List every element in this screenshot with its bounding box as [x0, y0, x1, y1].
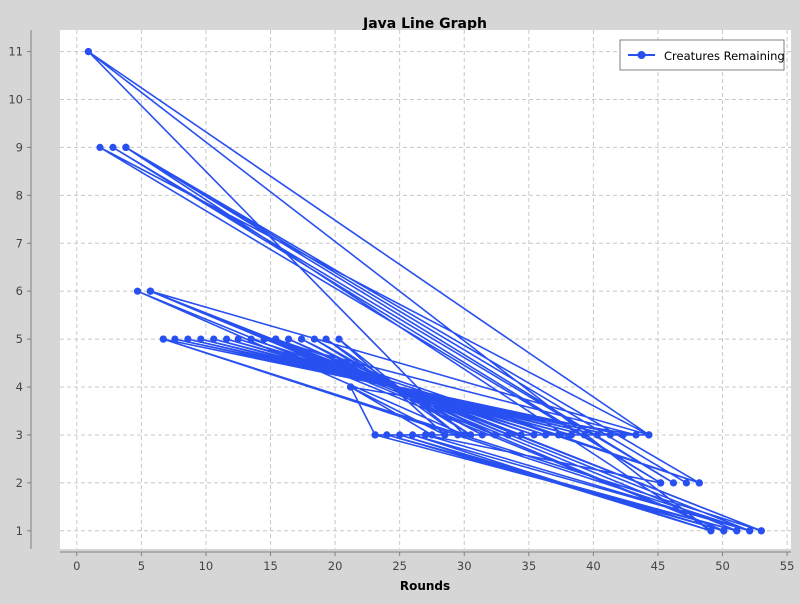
x-tick-label: 30: [457, 559, 472, 573]
data-point: [567, 431, 576, 439]
chart-title: Java Line Graph: [362, 16, 487, 32]
data-point: [210, 335, 218, 343]
series-0: [84, 48, 765, 535]
x-tick-label: 20: [328, 559, 343, 573]
x-tick-label: 50: [715, 559, 730, 573]
data-point: [746, 527, 754, 535]
data-point: [234, 335, 242, 343]
legend-marker-swatch: [637, 51, 646, 59]
x-tick-label: 0: [73, 559, 80, 573]
data-point: [171, 335, 179, 343]
data-point: [335, 335, 343, 343]
data-point: [530, 431, 538, 439]
data-point: [409, 431, 417, 439]
y-tick-label: 4: [16, 380, 23, 394]
data-point: [619, 431, 627, 439]
y-tick-label: 10: [8, 92, 23, 106]
y-tick-label: 11: [8, 45, 23, 59]
data-point: [247, 335, 255, 343]
data-point: [593, 431, 601, 439]
data-point: [322, 335, 330, 343]
data-point: [347, 383, 355, 391]
data-point: [657, 479, 665, 487]
data-point: [733, 527, 741, 535]
data-point: [645, 431, 653, 439]
data-point: [478, 431, 486, 439]
data-point: [632, 431, 640, 439]
plot-area: [60, 30, 791, 549]
x-ticks: 0 5 10 15 20 25 30 35 40 45 50 55: [73, 552, 794, 573]
data-point: [109, 143, 117, 151]
series-line: [87, 50, 763, 532]
data-point: [580, 431, 589, 439]
data-point: [421, 431, 430, 439]
data-point: [159, 335, 167, 343]
x-tick-label: 10: [199, 559, 214, 573]
data-point: [504, 431, 512, 439]
data-point: [606, 431, 614, 439]
x-tick-label: 15: [263, 559, 278, 573]
series-layer: [84, 48, 765, 535]
data-point: [197, 335, 205, 343]
data-point: [554, 431, 563, 439]
data-point: [491, 431, 499, 439]
data-point: [272, 335, 280, 343]
x-tick-label: 45: [651, 559, 666, 573]
y-tick-label: 7: [16, 236, 23, 250]
y-ticks: 1 2 3 4 5 6 7 8 9 10 11: [8, 45, 31, 538]
data-point: [285, 335, 293, 343]
data-point: [517, 431, 525, 439]
data-point: [441, 431, 449, 439]
x-tick-label: 35: [522, 559, 537, 573]
y-tick-label: 3: [16, 428, 23, 442]
y-tick-label: 8: [16, 188, 23, 202]
data-point: [383, 431, 391, 439]
data-point: [371, 431, 379, 439]
data-point: [96, 143, 104, 151]
data-point: [297, 335, 306, 343]
data-point: [84, 48, 92, 56]
x-axis-label: Rounds: [400, 579, 450, 593]
data-point: [310, 335, 318, 343]
axes: [30, 30, 791, 553]
data-point: [396, 431, 404, 439]
data-point: [133, 287, 142, 295]
data-point: [669, 479, 678, 487]
data-point: [454, 431, 462, 439]
data-point: [695, 479, 703, 487]
data-point: [460, 431, 468, 439]
y-tick-label: 9: [16, 140, 23, 154]
data-point: [542, 431, 550, 439]
data-point: [122, 143, 130, 151]
x-tick-label: 55: [780, 559, 795, 573]
grid-lines: [60, 30, 791, 549]
data-point: [720, 527, 728, 535]
data-point: [184, 335, 192, 343]
data-point: [707, 527, 715, 535]
x-tick-label: 5: [138, 559, 145, 573]
y-tick-label: 5: [16, 332, 23, 346]
data-point: [260, 335, 268, 343]
y-tick-label: 2: [16, 476, 23, 490]
x-tick-label: 25: [392, 559, 407, 573]
data-point: [757, 527, 765, 535]
data-point: [428, 431, 436, 439]
legend-label: Creatures Remaining: [664, 49, 785, 63]
y-tick-label: 1: [16, 524, 23, 538]
y-tick-label: 6: [16, 284, 23, 298]
legend: Creatures Remaining: [619, 39, 785, 71]
data-point: [467, 431, 475, 439]
data-point: [146, 287, 154, 295]
data-point: [223, 335, 231, 343]
x-tick-label: 40: [586, 559, 601, 573]
data-point: [682, 479, 691, 487]
